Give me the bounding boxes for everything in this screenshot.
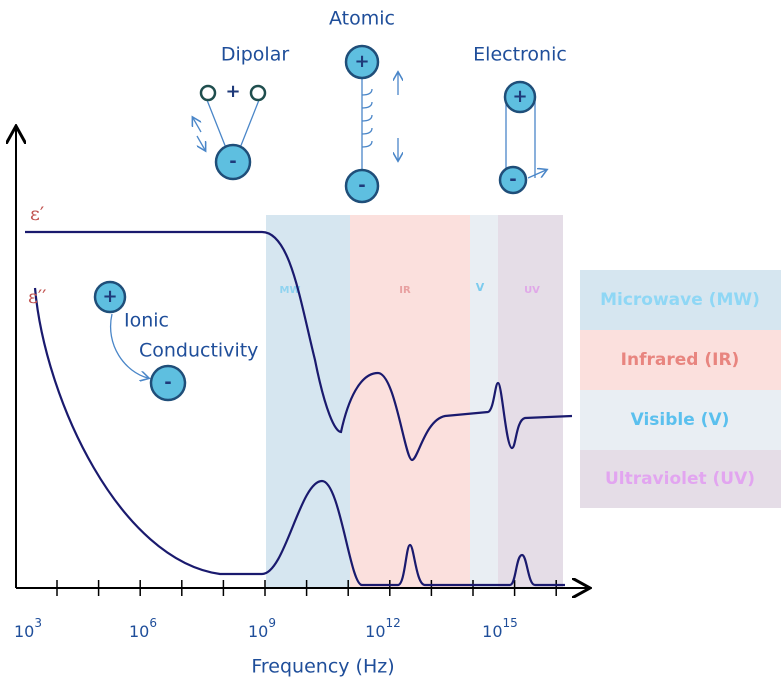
- mechanism-label: Conductivity: [139, 340, 258, 362]
- band-uv: [498, 215, 563, 588]
- x-tick-label: 1015: [482, 616, 518, 641]
- charge-sign: +: [354, 51, 369, 72]
- ionic: + - Ionic Conductivity: [95, 282, 258, 400]
- arrow: [528, 170, 546, 178]
- dipolar: Dipolar + -: [193, 44, 289, 180]
- atomic: Atomic + -: [329, 8, 398, 203]
- curve-label: ε′′: [28, 286, 46, 308]
- charge-sign: -: [358, 175, 365, 196]
- legend-label: Infrared (IR): [621, 350, 740, 370]
- tick-exponent: 3: [34, 616, 42, 630]
- charge: [251, 86, 265, 100]
- charge-sign: -: [164, 372, 171, 393]
- x-tick-label: 106: [129, 616, 157, 641]
- legend: Microwave (MW) Infrared (IR) Visible (V)…: [580, 270, 781, 508]
- x-tick-label: 1012: [365, 616, 401, 641]
- charge-sign: +: [512, 86, 527, 107]
- charge-sign: +: [225, 81, 240, 102]
- mechanism-label: Dipolar: [221, 44, 290, 66]
- x-tick-label: 103: [14, 616, 42, 641]
- charge-sign: -: [229, 151, 236, 172]
- band-label: UV: [524, 285, 540, 296]
- mechanism-label: Electronic: [473, 44, 567, 66]
- mechanism-label: Atomic: [329, 8, 395, 30]
- tick-base: 10: [482, 622, 502, 641]
- bond: [207, 100, 226, 148]
- band-ir: [350, 215, 470, 588]
- spring: [362, 78, 372, 170]
- arrow: [193, 118, 201, 132]
- tick-base: 10: [365, 622, 385, 641]
- tick-exponent: 15: [503, 616, 518, 630]
- tick-exponent: 9: [268, 616, 276, 630]
- charge-sign: -: [509, 169, 516, 190]
- x-tick-label: 109: [248, 616, 276, 641]
- bands: MW IR V UV: [266, 215, 563, 588]
- tick-exponent: 6: [149, 616, 157, 630]
- curve-label: ε′: [30, 203, 44, 225]
- legend-label: Visible (V): [631, 410, 730, 430]
- tick-exponent: 12: [386, 616, 401, 630]
- tick-base: 10: [14, 622, 34, 641]
- mechanism-label: Ionic: [124, 310, 169, 332]
- band-label: IR: [399, 285, 411, 296]
- page: {"mechanisms": {"dipolar": "Dipolar", "a…: [0, 0, 781, 684]
- diagram: MW IR V UV Microwave (MW) Infrared (IR) …: [0, 0, 781, 684]
- tick-base: 10: [248, 622, 268, 641]
- x-axis-label: Frequency (Hz): [251, 656, 394, 678]
- legend-label: Ultraviolet (UV): [605, 469, 755, 489]
- bond: [240, 100, 259, 148]
- arrow: [197, 136, 205, 150]
- electronic: Electronic + -: [473, 44, 567, 194]
- charge: [201, 86, 215, 100]
- band-label: V: [476, 281, 485, 294]
- legend-label: Microwave (MW): [600, 290, 760, 310]
- charge-sign: +: [102, 286, 117, 307]
- band-mw: [266, 215, 350, 588]
- tick-base: 10: [129, 622, 149, 641]
